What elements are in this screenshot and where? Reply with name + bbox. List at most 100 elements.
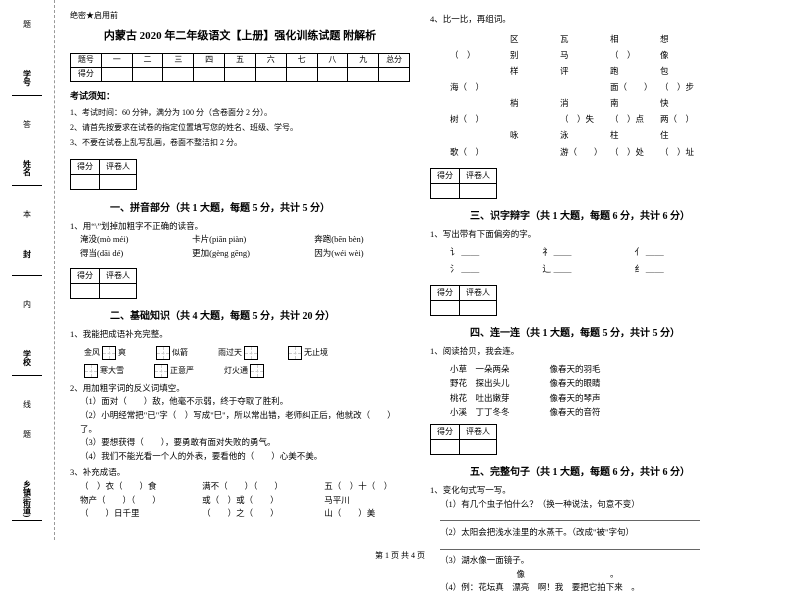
idiom-row: 寒大雪 正意严 灯火通 <box>84 364 410 378</box>
line: （1）有几个虫子怕什么？（换一种说法，句意不变） <box>440 498 770 512</box>
eval-cell[interactable] <box>460 300 497 315</box>
side-label: 题 <box>22 430 33 438</box>
section-3-title: 三、识字辩字（共 1 大题，每题 6 分，共计 6 分） <box>470 209 770 224</box>
cell: 二 <box>132 53 163 67</box>
tian-box[interactable] <box>250 364 264 378</box>
notice-item: 3、不要在试卷上乱写乱画，卷面不整洁扣 2 分。 <box>70 137 410 150</box>
eval-box: 得分评卷人 <box>70 268 137 299</box>
cell[interactable] <box>101 67 132 81</box>
cell[interactable] <box>379 67 410 81</box>
line: （4）我们不能光看一个人的外表，要看他的（ ）心美不美。 <box>80 450 410 464</box>
eval-cell[interactable] <box>431 439 460 454</box>
section-1-title: 一、拼音部分（共 1 大题，每题 5 分，共计 5 分） <box>110 201 410 216</box>
tian-box[interactable] <box>84 364 98 378</box>
eval-cell[interactable] <box>100 175 137 190</box>
cell: 八 <box>317 53 348 67</box>
q-text: 1、变化句式写一写。 <box>430 484 770 498</box>
eval-label: 评卷人 <box>460 285 497 300</box>
side-label: 学校 <box>22 350 33 366</box>
side-line <box>12 520 42 521</box>
exam-title: 内蒙古 2020 年二年级语文【上册】强化训练试题 附解析 <box>70 28 410 45</box>
notice-item: 1、考试时间：60 分钟，满分为 100 分（含卷面分 2 分）。 <box>70 107 410 120</box>
secret-label: 绝密★启用前 <box>70 10 410 22</box>
table-row: 得分 <box>71 67 410 81</box>
side-label: 封 <box>22 250 33 258</box>
q2-3: 3、补充成语。 （ ）衣（ ）食 满不（ ）（ ） 五（ ）十（ ） 物产（ ）… <box>70 466 410 520</box>
side-label: 本 <box>22 210 33 218</box>
q1-1: 1、用“\”划掉加粗字不正确的读音。 淹没(mò méi) 卡片(piān pi… <box>70 220 410 261</box>
tian-box[interactable] <box>102 346 116 360</box>
q-compare: 4、比一比，再组词。 <box>430 13 770 27</box>
cell[interactable] <box>317 67 348 81</box>
cell[interactable] <box>348 67 379 81</box>
cell[interactable] <box>225 67 256 81</box>
eval-cell[interactable] <box>71 175 100 190</box>
answer-line[interactable] <box>440 540 700 550</box>
q2-1: 1、我能把成语补充完整。 <box>70 328 410 342</box>
right-column: 4、比一比，再组词。 区瓦相想 （ ）别马（ ）像 样评跑包 海（ ）面（ ）（… <box>420 10 780 540</box>
line: （4）例：花坛真 漂亮 啊！我 要把它拍下来 。 <box>440 581 770 595</box>
q4-1: 1、阅读拾贝，我会连。 <box>430 345 770 359</box>
side-line <box>12 185 42 186</box>
table-row: 题号 一 二 三 四 五 六 七 八 九 总分 <box>71 53 410 67</box>
cell[interactable] <box>255 67 286 81</box>
q-text: 1、用“\”划掉加粗字不正确的读音。 <box>70 220 410 234</box>
cell: 六 <box>255 53 286 67</box>
eval-box: 得分评卷人 <box>70 159 137 190</box>
cell: 七 <box>286 53 317 67</box>
side-label: 线 <box>22 400 33 408</box>
eval-cell[interactable] <box>431 300 460 315</box>
side-label: 学号 <box>22 70 33 86</box>
line: （1）面对（ ）敌，他毫不示弱，终于夺取了胜利。 <box>80 395 410 409</box>
tian-box[interactable] <box>288 346 302 360</box>
section-4-title: 四、连一连（共 1 大题，每题 5 分，共计 5 分） <box>470 326 770 341</box>
side-line <box>12 95 42 96</box>
eval-label: 得分 <box>431 168 460 183</box>
cell: 得分 <box>71 67 102 81</box>
section-2-title: 二、基础知识（共 4 大题，每题 5 分，共计 20 分） <box>110 309 410 324</box>
eval-label: 评卷人 <box>460 168 497 183</box>
notice-heading: 考试须知： <box>70 90 410 104</box>
tian-box[interactable] <box>244 346 258 360</box>
page: 绝密★启用前 内蒙古 2020 年二年级语文【上册】强化训练试题 附解析 题号 … <box>0 0 800 540</box>
notice-list: 1、考试时间：60 分钟，满分为 100 分（含卷面分 2 分）。 2、请首先按… <box>70 107 410 149</box>
notice-item: 2、请首先按要求在试卷的指定位置填写您的姓名、班级、学号。 <box>70 122 410 135</box>
pinyin-row: 得当(dāi dé) 更加(gèng gēng) 因为(wéi wèi) <box>80 247 410 261</box>
cell: 五 <box>225 53 256 67</box>
side-label: 答 <box>22 120 33 128</box>
eval-label: 得分 <box>71 160 100 175</box>
eval-cell[interactable] <box>460 183 497 198</box>
match-right: 像春天的羽毛 像春天的眼睛 像春天的琴声 像春天的音符 <box>550 362 601 420</box>
cell[interactable] <box>132 67 163 81</box>
cell[interactable] <box>194 67 225 81</box>
tian-box[interactable] <box>154 364 168 378</box>
line: （3）要想获得（ ），要勇敢有面对失败的勇气。 <box>80 436 410 450</box>
eval-cell[interactable] <box>460 439 497 454</box>
line: （2）小明经常把"已"字（ ）写成"巳"，所以常出错，老师纠正后，他就改（ ）了… <box>80 409 410 436</box>
eval-label: 评卷人 <box>100 268 137 283</box>
pinyin-row: 淹没(mò méi) 卡片(piān piàn) 奔跑(bēn bèn) <box>80 233 410 247</box>
q5-1: 1、变化句式写一写。 （1）有几个虫子怕什么？（换一种说法，句意不变） （2）太… <box>430 484 770 595</box>
side-line <box>12 375 42 376</box>
eval-box: 得分评卷人 <box>430 285 497 316</box>
cell: 总分 <box>379 53 410 67</box>
line: （ ）衣（ ）食 满不（ ）（ ） 五（ ）十（ ） <box>80 480 410 494</box>
eval-cell[interactable] <box>71 283 100 298</box>
eval-box: 得分评卷人 <box>430 168 497 199</box>
eval-label: 得分 <box>431 285 460 300</box>
radical-row: 氵 ＿＿ 辶 ＿＿ 纟 ＿＿ <box>450 263 770 277</box>
eval-label: 评卷人 <box>100 160 137 175</box>
side-label: 乡镇(街道) <box>22 480 33 517</box>
score-table: 题号 一 二 三 四 五 六 七 八 九 总分 得分 <box>70 53 410 82</box>
tian-box[interactable] <box>156 346 170 360</box>
line: （2）太阳会把浅水洼里的水蒸干。（改成"被"字句） <box>440 526 770 540</box>
answer-line[interactable] <box>440 511 700 521</box>
char-compare-grid: 区瓦相想 （ ）别马（ ）像 样评跑包 海（ ）面（ ）（ ）步 梢消南快 树（… <box>450 31 770 160</box>
cell[interactable] <box>163 67 194 81</box>
cell[interactable] <box>286 67 317 81</box>
line: 物产（ ）（ ） 或（ ）或（ ） 马平川 <box>80 494 410 508</box>
eval-cell[interactable] <box>100 283 137 298</box>
q2-2: 2、用加粗字词的反义词填空。 （1）面对（ ）敌，他毫不示弱，终于夺取了胜利。 … <box>70 382 410 464</box>
eval-label: 得分 <box>71 268 100 283</box>
eval-cell[interactable] <box>431 183 460 198</box>
